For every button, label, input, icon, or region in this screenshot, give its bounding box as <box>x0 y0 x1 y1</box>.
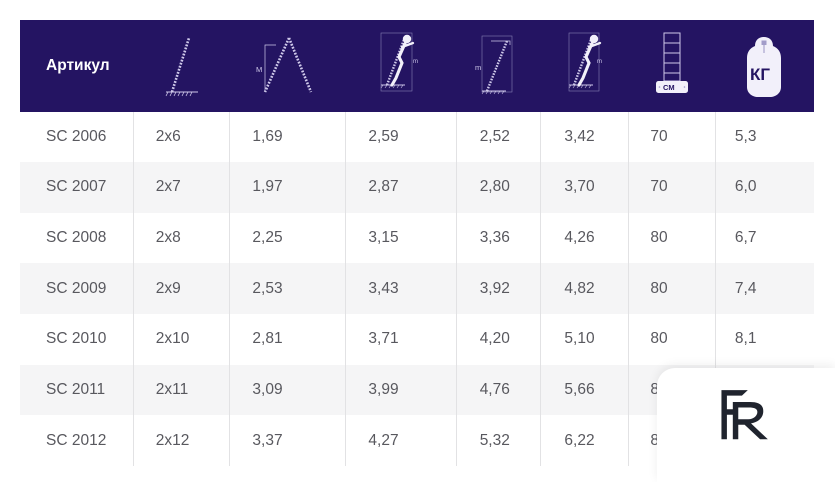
svg-text:m: m <box>413 59 418 65</box>
svg-text:CM: CM <box>663 83 675 92</box>
svg-text:M: M <box>256 65 262 74</box>
svg-text:m: m <box>475 63 481 72</box>
svg-text:КГ: КГ <box>750 65 770 84</box>
svg-text:m: m <box>597 59 602 65</box>
